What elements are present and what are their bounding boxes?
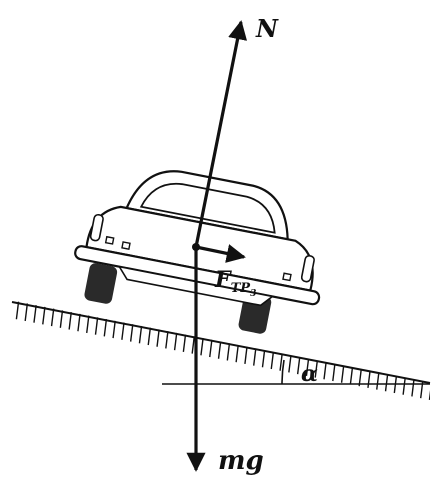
incline-surface: [10, 290, 441, 420]
hatch-stroke: [138, 300, 156, 400]
hatch-stroke: [84, 300, 102, 400]
rear-window: [139, 182, 276, 234]
hatch-stroke: [102, 300, 120, 400]
friction-force-subscript: TP: [231, 281, 252, 296]
hatch-stroke: [426, 300, 430, 400]
hatch-stroke: [120, 300, 138, 400]
hatch-stroke: [201, 300, 219, 400]
hatch-stroke: [363, 300, 381, 400]
right-reflector: [282, 272, 292, 282]
hatch-stroke: [12, 300, 30, 400]
hatch-stroke: [354, 300, 372, 400]
friction-force-subscript-2: 3: [250, 289, 256, 299]
hatch-stroke: [111, 300, 129, 400]
incline-hatching: [10, 290, 441, 420]
friction-force-label: FTP3: [214, 267, 256, 299]
hatch-stroke: [210, 300, 228, 400]
hatch-stroke: [66, 300, 84, 400]
hatch-stroke: [21, 300, 39, 400]
hatch-stroke: [399, 300, 417, 400]
hatch-stroke: [372, 300, 390, 400]
hatch-stroke: [327, 300, 345, 400]
angle-arc: [281, 359, 285, 385]
normal-force-label: N: [255, 14, 279, 43]
hatch-stroke: [147, 300, 165, 400]
hatch-stroke: [10, 300, 21, 400]
hatch-stroke: [436, 290, 441, 420]
hatch-stroke: [291, 300, 309, 400]
friction-force-main: F: [214, 267, 232, 293]
hatch-stroke: [30, 300, 48, 400]
normal-force-arrow: [194, 20, 248, 248]
hatch-stroke: [381, 300, 399, 400]
hatch-stroke: [336, 300, 354, 400]
left-tail-light: [89, 213, 104, 242]
hatch-stroke: [57, 300, 75, 400]
hatch-stroke: [417, 300, 430, 400]
hatch-stroke: [165, 300, 183, 400]
weight-label: mg: [218, 446, 264, 476]
friction-force-arrow: [195, 244, 246, 263]
hatch-stroke: [309, 300, 327, 400]
angle-label: α: [301, 361, 318, 387]
hatch-stroke: [129, 300, 147, 400]
hatch-stroke: [318, 300, 336, 400]
left-reflector-a: [104, 235, 115, 245]
right-tail-light: [300, 254, 315, 283]
left-reflector-b: [121, 241, 131, 250]
hatch-stroke: [408, 300, 426, 400]
left-tire: [84, 263, 118, 304]
hatch-stroke: [75, 300, 93, 400]
hatch-stroke: [390, 300, 408, 400]
hatch-stroke: [93, 300, 111, 400]
hatch-stroke: [156, 300, 174, 400]
hatch-stroke: [300, 300, 318, 400]
hatch-stroke: [174, 300, 192, 400]
hatch-stroke: [219, 300, 237, 400]
hatch-stroke: [345, 300, 363, 400]
